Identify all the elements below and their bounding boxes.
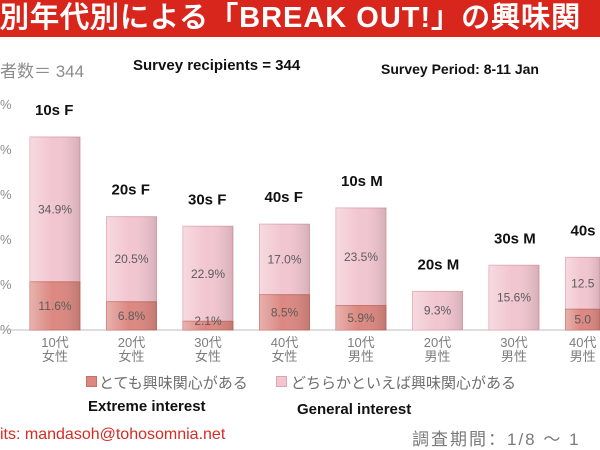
bar-segment-shading [259, 224, 310, 295]
respondents-count-jp: 者数＝ 344 [0, 62, 85, 81]
y-tick-label: % [0, 187, 12, 202]
data-label-general-interest: 15.6% [497, 291, 531, 305]
x-tick-label-age: 10代 [41, 335, 68, 350]
x-tick-label-gender: 男性 [424, 349, 450, 364]
x-tick-label-gender: 女性 [42, 349, 68, 364]
x-tick-label-gender: 女性 [195, 349, 221, 364]
bar-segment-shading [30, 281, 80, 330]
bar-segment-shading [565, 309, 600, 330]
legend-label-extreme-interest: とても興味関心がある [99, 375, 248, 392]
category-label-en: 10s F [35, 102, 73, 119]
data-label-extreme-interest: 2.1% [194, 314, 222, 328]
x-tick-label-gender: 男性 [570, 349, 596, 364]
x-tick-label-gender: 女性 [271, 349, 297, 364]
bar-segment-shading [412, 291, 463, 330]
bar-segment-shading [183, 226, 233, 322]
y-tick-label: % [0, 142, 12, 157]
legend-label-general-interest: どちらかといえば興味関心がある [291, 375, 517, 392]
data-label-general-interest: 34.9% [38, 202, 72, 216]
category-label-en: 30s F [188, 191, 226, 208]
bar-segment-shading [30, 137, 80, 282]
legend-caption-general-interest: General interest [297, 401, 412, 418]
survey-period-label: Survey Period: 8-11 Jan [381, 61, 539, 77]
data-label-general-interest: 23.5% [344, 250, 378, 264]
x-tick-label-age: 30代 [194, 335, 221, 350]
bar-segment-shading [336, 207, 386, 306]
data-label-general-interest: 20.5% [114, 252, 148, 266]
x-tick-label-age: 40代 [569, 335, 596, 350]
legend-caption-extreme-interest: Extreme interest [88, 398, 206, 415]
x-tick-label-age: 20代 [118, 335, 145, 350]
category-label-en: 10s M [341, 173, 383, 190]
data-label-general-interest: 12.5 [571, 276, 595, 290]
x-tick-label-age: 40代 [271, 335, 298, 350]
data-label-extreme-interest: 11.6% [38, 299, 71, 313]
x-tick-label-age: 20代 [424, 335, 451, 350]
category-label-en: 20s F [112, 182, 150, 199]
bar-segment-shading [489, 265, 539, 330]
x-tick-label-age: 10代 [347, 335, 374, 350]
bar-segment-shading [106, 216, 157, 302]
bar-segment-shading [336, 305, 386, 330]
bar-segment-shading [183, 321, 233, 330]
legend-swatch-extreme-interest [86, 376, 97, 387]
bar-segment-shading [565, 257, 600, 310]
bar-segment-shading [259, 294, 310, 330]
title-banner: 別年代別による「BREAK OUT!」の興味関 [0, 0, 600, 37]
category-label-en: 40s [571, 222, 596, 239]
y-tick-label: % [0, 277, 12, 292]
survey-period-jp: 調査期間：1/8 ～ 1 [412, 430, 581, 449]
x-tick-label-gender: 男性 [348, 349, 374, 364]
chart-title: 別年代別による「BREAK OUT!」の興味関 [0, 2, 582, 34]
data-label-general-interest: 22.9% [191, 267, 225, 281]
category-label-en: 30s M [494, 230, 536, 247]
x-tick-label-age: 30代 [500, 335, 527, 350]
category-label-en: 40s F [265, 189, 303, 206]
data-label-extreme-interest: 5.0 [574, 313, 591, 327]
survey-recipients-label: Survey recipients = 344 [133, 57, 301, 74]
data-label-extreme-interest: 8.5% [271, 305, 299, 319]
x-tick-label-gender: 男性 [501, 349, 527, 364]
data-label-general-interest: 9.3% [424, 304, 452, 318]
legend-swatch-general-interest [276, 376, 287, 387]
data-label-extreme-interest: 6.8% [118, 309, 146, 323]
credits-line: its: mandasoh@tohosomnia.net [0, 426, 226, 443]
data-label-extreme-interest: 5.9% [347, 311, 375, 325]
bar-segment-shading [106, 301, 157, 330]
y-tick-label: % [0, 232, 12, 247]
y-tick-label: % [0, 97, 12, 112]
category-label-en: 20s M [418, 256, 460, 273]
data-label-general-interest: 17.0% [267, 252, 301, 266]
x-tick-label-gender: 女性 [118, 349, 144, 364]
